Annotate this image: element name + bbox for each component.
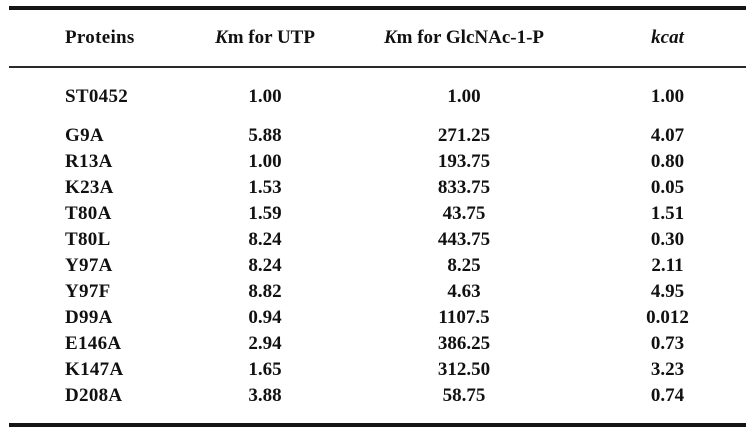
- protein-name-cell: R13A: [65, 151, 113, 172]
- protein-name-cell: Y97F: [65, 281, 111, 302]
- table-body: ST0452 1.00 1.00 1.00 G9A 5.88 271.25 4.…: [9, 68, 746, 409]
- protein-name-cell: D99A: [65, 307, 113, 328]
- table-row: D208A 3.88 58.75 0.74: [9, 383, 746, 409]
- table-row: T80L 8.24 443.75 0.30: [9, 227, 746, 253]
- header-kcat: kcat: [589, 27, 746, 49]
- kcat-cell: 0.73: [650, 333, 685, 354]
- protein-name-cell: E146A: [65, 333, 122, 354]
- km-utp-cell: 1.00: [248, 151, 282, 172]
- header-km-utp-italic-k: K: [215, 27, 228, 48]
- kcat-cell: 4.07: [650, 125, 685, 146]
- header-km-glcnac-rest: m for GlcNAc-1-P: [396, 27, 545, 48]
- km-glcnac-cell: 8.25: [447, 255, 481, 276]
- km-glcnac-cell: 443.75: [437, 229, 491, 250]
- table-row: Y97A 8.24 8.25 2.11: [9, 253, 746, 279]
- km-utp-cell: 1.00: [248, 85, 282, 107]
- km-glcnac-cell: 43.75: [442, 203, 486, 224]
- table-row: K147A 1.65 312.50 3.23: [9, 357, 746, 383]
- km-utp-cell: 0.94: [248, 307, 282, 328]
- protein-name-cell: G9A: [65, 125, 104, 146]
- kcat-cell: 4.95: [650, 281, 685, 302]
- header-km-glcnac-italic-k: K: [383, 27, 397, 48]
- kcat-cell: 1.51: [650, 203, 685, 224]
- protein-name-cell: D208A: [65, 385, 123, 406]
- km-utp-cell: 3.88: [248, 385, 282, 406]
- header-km-glcnac: Km for GlcNAc-1-P: [339, 27, 589, 49]
- km-utp-cell: 1.59: [248, 203, 282, 224]
- km-utp-cell: 8.24: [248, 255, 282, 276]
- km-utp-cell: 5.88: [248, 125, 282, 146]
- header-proteins: Proteins: [9, 27, 191, 49]
- header-proteins-label: Proteins: [65, 27, 135, 48]
- km-glcnac-cell: 312.50: [437, 359, 491, 380]
- protein-name-cell: K23A: [65, 177, 114, 198]
- kcat-cell: 3.23: [650, 359, 685, 380]
- km-utp-cell: 1.53: [248, 177, 282, 198]
- kcat-cell: 0.80: [650, 151, 685, 172]
- km-glcnac-cell: 1.00: [447, 85, 481, 107]
- km-glcnac-cell: 833.75: [437, 177, 491, 198]
- km-glcnac-cell: 1107.5: [438, 307, 490, 328]
- protein-name-cell: T80A: [65, 203, 112, 224]
- protein-name-cell: Y97A: [65, 255, 113, 276]
- table-row: T80A 1.59 43.75 1.51: [9, 201, 746, 227]
- km-utp-cell: 8.24: [248, 229, 282, 250]
- kcat-cell: 0.74: [650, 385, 685, 406]
- table-row: K23A 1.53 833.75 0.05: [9, 175, 746, 201]
- table-row: Y97F 8.82 4.63 4.95: [9, 279, 746, 305]
- table-row: R13A 1.00 193.75 0.80: [9, 149, 746, 175]
- table-row: E146A 2.94 386.25 0.73: [9, 331, 746, 357]
- km-glcnac-cell: 58.75: [442, 385, 486, 406]
- kcat-cell: 2.11: [651, 255, 684, 276]
- km-utp-cell: 1.65: [248, 359, 282, 380]
- km-glcnac-cell: 271.25: [437, 125, 491, 146]
- kcat-cell: 0.30: [650, 229, 685, 250]
- km-glcnac-cell: 193.75: [437, 151, 491, 172]
- protein-name-cell: ST0452: [65, 85, 129, 107]
- km-glcnac-cell: 4.63: [447, 281, 481, 302]
- header-km-utp: Km for UTP: [191, 27, 339, 49]
- table-row: ST0452 1.00 1.00 1.00: [9, 83, 746, 110]
- header-km-utp-rest: m for UTP: [227, 27, 315, 48]
- table-row: G9A 5.88 271.25 4.07: [9, 123, 746, 149]
- kinetics-table: Proteins Km for UTP Km for GlcNAc-1-P kc…: [9, 6, 746, 427]
- kcat-cell: 0.012: [646, 307, 689, 328]
- header-kcat-label: kcat: [651, 27, 684, 48]
- km-glcnac-cell: 386.25: [437, 333, 491, 354]
- kcat-cell: 0.05: [650, 177, 685, 198]
- table-header-row: Proteins Km for UTP Km for GlcNAc-1-P kc…: [9, 10, 746, 68]
- km-utp-cell: 8.82: [248, 281, 282, 302]
- kcat-cell: 1.00: [650, 85, 685, 107]
- protein-name-cell: T80L: [65, 229, 111, 250]
- protein-name-cell: K147A: [65, 359, 124, 380]
- km-utp-cell: 2.94: [248, 333, 282, 354]
- table-row: D99A 0.94 1107.5 0.012: [9, 305, 746, 331]
